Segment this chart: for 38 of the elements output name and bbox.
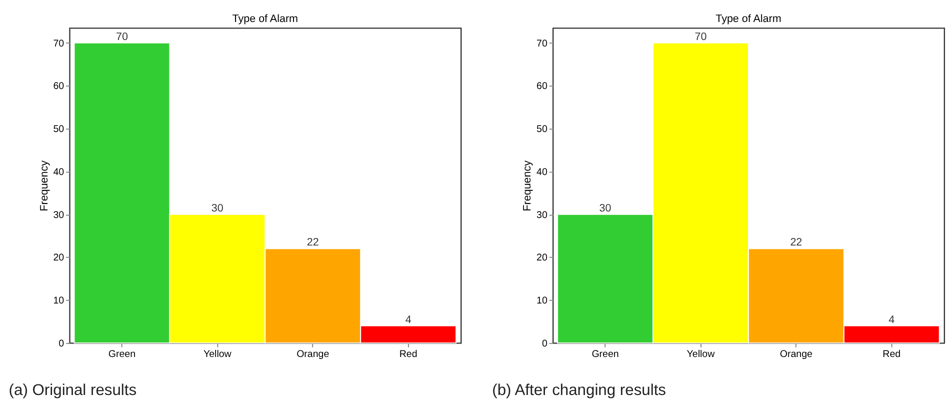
x-tick-label: Red [399, 349, 418, 360]
y-tick-label: 60 [536, 81, 548, 92]
data-label: 30 [599, 202, 612, 214]
data-label: 4 [888, 314, 895, 326]
x-tick-label: Orange [780, 349, 812, 360]
x-tick-label: Green [108, 349, 136, 360]
x-tick-label: Yellow [203, 349, 232, 360]
x-tick-label: Yellow [686, 349, 716, 360]
y-tick-label: 0 [542, 338, 548, 350]
y-tick-label: 10 [53, 295, 65, 306]
x-tick-label: Green [592, 349, 619, 360]
data-label: 30 [211, 202, 224, 214]
y-tick-label: 30 [53, 210, 65, 221]
y-tick-label: 40 [536, 166, 548, 178]
y-tick-label: 50 [53, 124, 65, 136]
y-tick-label: 20 [53, 252, 65, 264]
data-label: 70 [116, 30, 128, 43]
y-tick-label: 30 [536, 210, 548, 221]
data-label: 22 [790, 236, 802, 249]
y-tick-label: 10 [536, 295, 548, 306]
y-tick-label: 60 [53, 81, 65, 92]
y-tick-label: 50 [536, 124, 548, 136]
y-axis-title: Frequency [38, 160, 50, 212]
y-tick-label: 70 [536, 38, 548, 50]
y-tick-label: 20 [536, 252, 548, 264]
chart-title: Type of Alarm [232, 13, 298, 26]
chart-title: Type of Alarm [716, 13, 782, 26]
y-axis-title: Frequency [522, 160, 534, 212]
text: (a) Original results [8, 382, 137, 399]
x-tick-label: Orange [296, 349, 330, 360]
data-label: 70 [694, 30, 707, 43]
y-tick-label: 0 [58, 338, 65, 350]
y-tick-label: 70 [53, 38, 65, 50]
y-tick-label: 40 [53, 166, 65, 178]
data-label: 22 [306, 236, 319, 249]
text: (b) After changing results [492, 382, 666, 399]
x-tick-label: Red [882, 349, 901, 360]
data-label: 4 [405, 314, 412, 326]
